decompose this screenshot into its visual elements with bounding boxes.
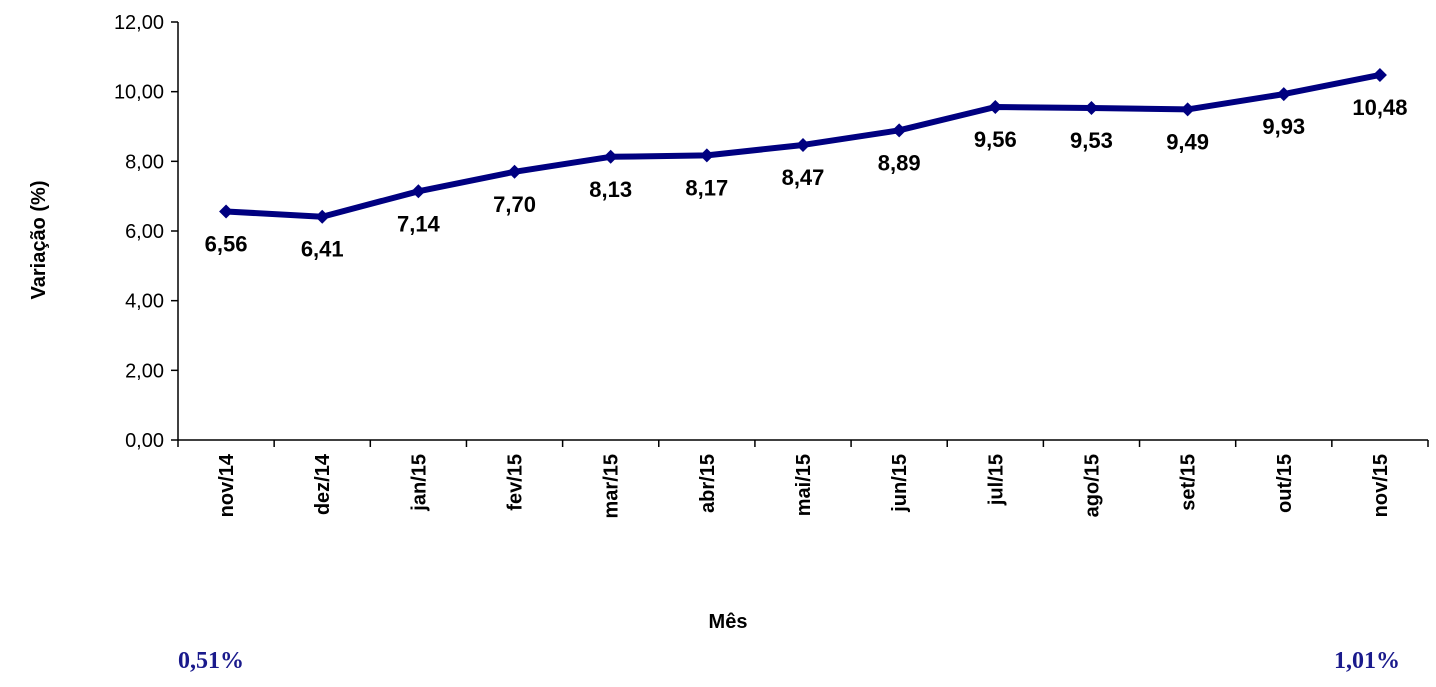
y-tick-label: 6,00 xyxy=(125,221,164,243)
data-label: 10,48 xyxy=(1352,95,1407,120)
x-tick-label: nov/14 xyxy=(216,453,238,517)
data-label: 9,56 xyxy=(974,127,1017,152)
y-axis-title: Variação (%) xyxy=(28,181,50,300)
data-point-marker xyxy=(892,123,907,138)
x-axis: nov/14 dez/14 jan/15 fev/15 mar/15 abr/15 mai/… xyxy=(177,439,1429,519)
data-label: 8,89 xyxy=(878,150,921,175)
y-tick-label: 12,00 xyxy=(114,12,164,34)
data-point-marker xyxy=(411,184,426,199)
x-tick-label: out/15 xyxy=(1274,454,1296,513)
footnote-right: 1,01% xyxy=(1334,648,1400,674)
data-point-marker xyxy=(1084,101,1099,116)
data-point-marker xyxy=(1276,87,1291,102)
footnote-left: 0,51% xyxy=(178,648,244,674)
data-labels: 6,56 6,41 7,14 7,70 8,13 8,17 8,47 8,89 9,56 9,53… xyxy=(205,95,1408,262)
x-tick-label: jan/15 xyxy=(408,454,430,512)
data-point-marker xyxy=(1372,67,1387,82)
data-label: 7,70 xyxy=(493,192,536,217)
x-tick-label: jul/15 xyxy=(985,454,1007,506)
data-point-marker xyxy=(603,149,618,164)
data-point-marker xyxy=(699,148,714,163)
x-tick-label: ago/15 xyxy=(1081,454,1103,517)
data-label: 9,53 xyxy=(1070,128,1113,153)
data-label: 8,17 xyxy=(685,175,728,200)
y-tick-label: 8,00 xyxy=(125,151,164,173)
data-point-marker xyxy=(988,99,1003,114)
y-tick-label: 10,00 xyxy=(114,82,164,104)
x-tick-label: jun/15 xyxy=(889,454,911,513)
y-tick-label: 0,00 xyxy=(125,430,164,452)
x-tick-label: dez/14 xyxy=(312,453,334,515)
data-label: 9,49 xyxy=(1166,129,1209,154)
x-tick-label: mar/15 xyxy=(601,454,623,519)
x-tick-label: set/15 xyxy=(1178,454,1200,511)
data-point-marker xyxy=(219,204,234,219)
data-label: 6,56 xyxy=(205,231,248,256)
series-line xyxy=(219,67,1387,224)
x-tick-label: abr/15 xyxy=(697,454,719,513)
y-tick-label: 2,00 xyxy=(125,360,164,382)
y-tick-label: 4,00 xyxy=(125,291,164,313)
data-label: 7,14 xyxy=(397,211,441,236)
x-tick-label: fev/15 xyxy=(505,454,527,511)
y-axis: 0,00 2,00 4,00 6,00 8,00 10,00 12,00 xyxy=(114,12,179,452)
data-point-marker xyxy=(796,137,810,152)
data-label: 8,13 xyxy=(589,177,632,202)
data-label: 6,41 xyxy=(301,237,344,262)
x-tick-label: mai/15 xyxy=(793,454,815,516)
data-point-marker xyxy=(507,164,522,179)
data-label: 8,47 xyxy=(782,165,825,190)
x-tick-label: nov/15 xyxy=(1370,454,1392,517)
x-axis-title: Mês xyxy=(709,611,748,633)
data-point-marker xyxy=(1180,102,1195,117)
data-point-marker xyxy=(315,209,330,224)
data-label: 9,93 xyxy=(1262,114,1305,139)
